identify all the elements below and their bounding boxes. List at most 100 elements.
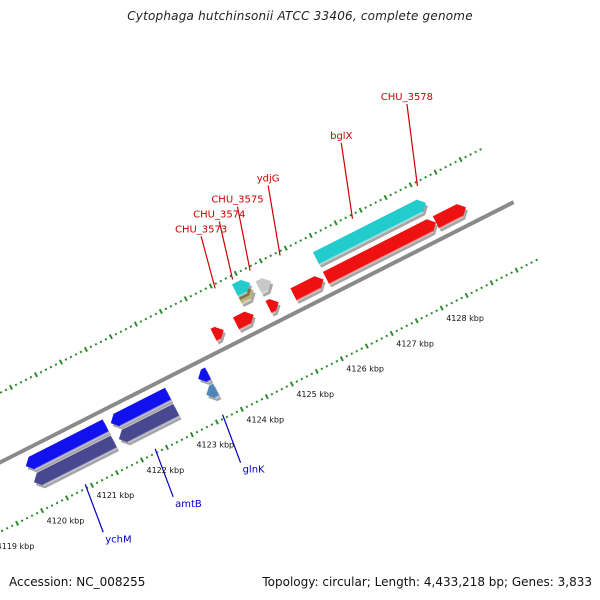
bottom-label-leader-1 [154, 448, 174, 498]
minor-tick [129, 325, 133, 328]
minor-tick [5, 526, 9, 530]
minor-tick [24, 378, 28, 382]
major-tick [233, 270, 238, 277]
minor-tick [250, 402, 254, 406]
minor-tick [55, 501, 59, 505]
minor-tick [39, 370, 43, 374]
top-gene-label-2: CHU_3575 [211, 195, 263, 206]
minor-tick [274, 251, 278, 255]
minor-tick [249, 264, 253, 268]
minor-tick [205, 425, 209, 429]
minor-tick [314, 231, 318, 235]
major-tick [90, 482, 95, 488]
minor-tick [324, 226, 328, 230]
kbp-tick-label: 4121 kbp [97, 491, 135, 500]
top-gene-label-3: ydjG [257, 174, 280, 185]
forward-gene-7 [255, 278, 274, 297]
minor-tick [510, 271, 513, 275]
minor-tick [204, 287, 208, 290]
major-tick [314, 368, 319, 375]
minor-tick [439, 168, 442, 172]
forward-gene-3-highlight [238, 323, 252, 331]
minor-tick [139, 320, 143, 323]
kbp-tick-label: 4124 kbp [246, 415, 284, 424]
minor-tick [120, 468, 124, 472]
forward-gene-11-body [432, 204, 466, 229]
minor-tick [145, 456, 149, 459]
minor-tick [199, 289, 203, 293]
forward-gene-4-highlight [271, 310, 277, 315]
minor-tick [279, 249, 283, 253]
minor-tick [395, 329, 399, 333]
minor-tick [69, 355, 73, 359]
minor-tick [45, 506, 49, 510]
minor-tick [380, 337, 384, 340]
major-tick [389, 330, 394, 337]
minor-tick [89, 345, 93, 349]
minor-tick [385, 334, 389, 338]
major-tick [15, 520, 20, 526]
reverse-gene-2 [110, 387, 174, 430]
forward-gene-11-highlight [438, 215, 464, 230]
top-label-leader-0 [200, 236, 216, 289]
forward-gene-10 [312, 199, 429, 268]
major-tick [264, 394, 269, 400]
minor-tick [310, 372, 314, 376]
upper-tick-ring [0, 148, 482, 394]
top-label-leader-4 [340, 142, 354, 219]
genome-title: Cytophaga hutchinsonii ATCC 33406, compl… [127, 9, 473, 23]
minor-tick [30, 514, 34, 518]
reverse-gene-2-highlight [119, 399, 172, 428]
minor-tick [419, 178, 422, 182]
forward-gene-10-highlight [318, 211, 424, 266]
forward-gene-3 [232, 311, 256, 333]
major-tick [58, 359, 63, 365]
gene-features [25, 199, 468, 489]
reverse-gene-1-highlight [42, 447, 118, 487]
minor-tick [189, 294, 193, 298]
minor-tick [455, 299, 459, 302]
reverse-gene-5-highlight [214, 395, 220, 399]
reverse-gene-5 [206, 383, 222, 402]
reverse-gene-4 [198, 367, 214, 386]
reverse-gene-0 [25, 419, 111, 473]
minor-tick [144, 317, 148, 321]
minor-tick [50, 504, 54, 507]
forward-gene-4 [265, 298, 281, 317]
minor-tick [135, 461, 139, 464]
minor-tick [130, 463, 134, 467]
minor-tick [95, 481, 99, 485]
major-tick [214, 419, 219, 425]
minor-tick [194, 292, 198, 296]
minor-tick [125, 466, 129, 469]
forward-gene-2 [210, 326, 226, 345]
minor-tick [410, 321, 414, 325]
major-tick [108, 334, 113, 340]
forward-gene-8 [290, 276, 326, 304]
reverse-gene-1-body [33, 435, 118, 486]
kbp-tick-label: 4123 kbp [196, 441, 234, 450]
reverse-gene-4-body [198, 367, 212, 383]
minor-tick [354, 211, 358, 215]
minor-tick [450, 301, 454, 305]
minor-tick [19, 380, 23, 384]
major-tick [8, 384, 14, 391]
minor-tick [300, 377, 304, 381]
major-tick [439, 305, 444, 311]
minor-tick [474, 150, 477, 154]
bottom-label-leader-0 [84, 484, 104, 533]
minor-tick [505, 273, 508, 277]
minor-tick [475, 289, 478, 292]
minor-tick [345, 354, 349, 358]
reverse-gene-3 [118, 403, 182, 446]
reverse-gene-1 [33, 435, 120, 489]
minor-tick [164, 307, 168, 311]
minor-tick [464, 155, 467, 159]
minor-tick [124, 327, 128, 331]
major-tick [189, 431, 194, 438]
minor-tick [469, 153, 472, 156]
minor-tick [255, 400, 259, 404]
major-tick [489, 280, 494, 286]
minor-tick [285, 385, 289, 388]
